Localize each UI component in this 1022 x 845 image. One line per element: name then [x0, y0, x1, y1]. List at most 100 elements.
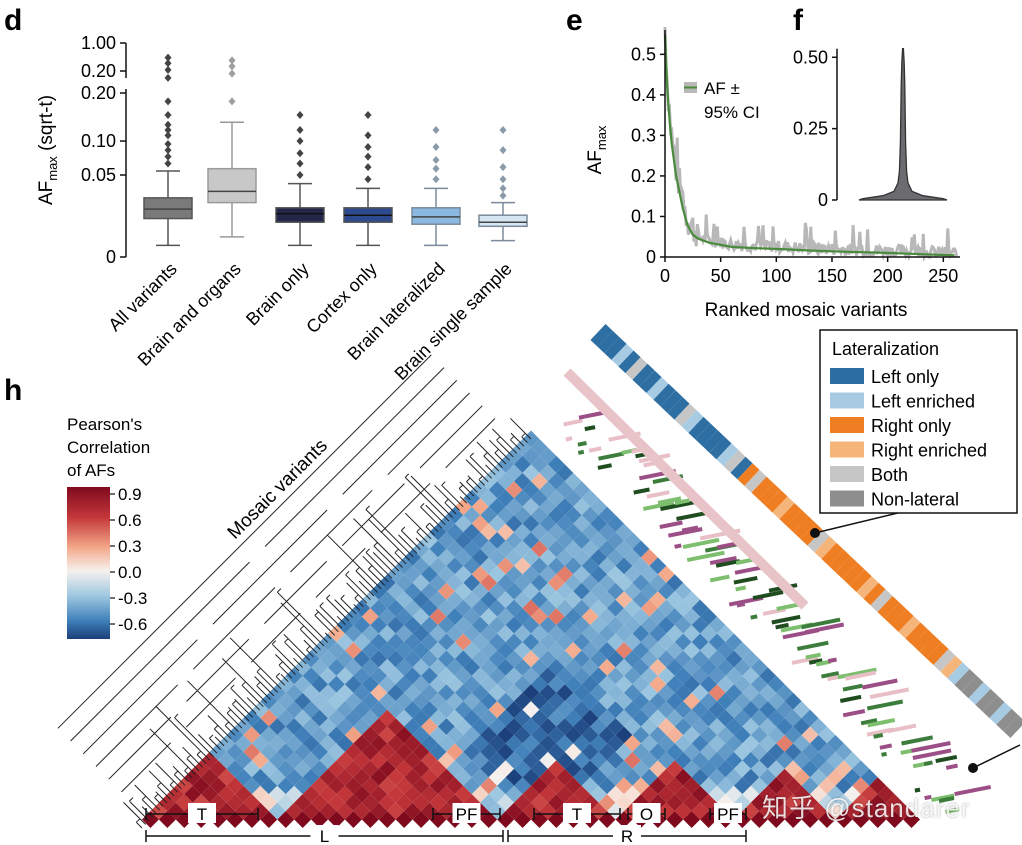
h-heatmap-cell [429, 591, 447, 609]
h-lateralization-segment [660, 390, 683, 413]
h-heatmap-cell [531, 777, 548, 795]
h-heatmap-cell [581, 709, 599, 727]
h-heatmap-cell [725, 768, 743, 786]
h-track-segment [577, 441, 587, 447]
h-subtitle: Mosaic variants [224, 435, 332, 543]
h-track-segment [801, 617, 841, 630]
h-heatmap-cell [429, 760, 447, 778]
h-track-segment [945, 763, 958, 770]
h-heatmap-cell [150, 802, 168, 820]
h-track-segment [912, 748, 952, 760]
h-heatmap-cell [302, 667, 320, 685]
h-heatmap-cell [818, 726, 836, 744]
h-heatmap-cell [387, 582, 405, 600]
h-heatmap-cell [344, 777, 362, 795]
h-heatmap-cell [463, 692, 481, 710]
h-heatmap-cell [607, 548, 625, 566]
h-heatmap-cell [319, 667, 337, 685]
h-heatmap-cell [505, 751, 523, 769]
h-heatmap-cell [700, 658, 718, 676]
h-heatmap-cell [581, 692, 599, 710]
h-heatmap-cell [674, 785, 692, 803]
h-heatmap-cell [370, 718, 388, 735]
h-track-segment [821, 671, 840, 679]
h-heatmap-cell [412, 591, 430, 609]
panel-letter-d: d [4, 4, 22, 37]
h-heatmap-cell [581, 523, 599, 541]
h-heatmap-cell [581, 743, 599, 761]
h-heatmap-cell [869, 811, 887, 828]
h-heatmap-cell [531, 455, 548, 473]
h-heatmap-cell [556, 768, 574, 786]
h-heatmap-cell [260, 743, 278, 761]
h-triangle-heatmap [142, 430, 920, 828]
h-heatmap-cell [463, 574, 481, 592]
h-heatmap-cell [666, 811, 684, 828]
h-heatmap-cell [649, 743, 667, 761]
h-heatmap-cell [378, 591, 396, 609]
h-heatmap-cell [649, 625, 667, 642]
h-lateralization-segment [709, 436, 732, 460]
e-y-tick-label: 0.2 [631, 166, 656, 186]
h-heatmap-cell [471, 582, 489, 600]
h-heatmap-cell [277, 709, 295, 727]
h-heatmap-cell [294, 811, 312, 828]
h-heatmap-cell [328, 709, 345, 727]
h-heatmap-cell [344, 675, 362, 693]
h-lateralization-segment [898, 615, 921, 639]
h-bracket-label-bg [613, 825, 641, 845]
e-x-tick-label: 200 [873, 266, 903, 286]
h-heatmap-cell [209, 743, 227, 761]
h-heatmap-cell [607, 599, 625, 617]
h-heatmap-cell [531, 743, 548, 761]
f-violin-shape [858, 48, 948, 201]
h-heatmap-cell [607, 616, 625, 634]
h-lateralization-segment [744, 469, 767, 493]
h-region-brackets: T PF T O PF L R [145, 803, 747, 845]
h-track-segment [839, 694, 862, 703]
h-heatmap-cell [412, 726, 430, 744]
h-heatmap-cell [674, 701, 692, 719]
h-heatmap-cell [260, 726, 278, 744]
h-heatmap-cell [412, 692, 430, 710]
h-heatmap-cell [581, 675, 599, 693]
h-track-segment [873, 732, 884, 739]
panel-d-boxplot: 1.00 0.200.20 0.10 0.05 0 All variantsBrain … [36, 33, 528, 384]
h-heatmap-cell [674, 599, 692, 617]
h-heatmap-cell [294, 726, 312, 744]
h-legend-swatch [830, 441, 864, 458]
h-heatmap-cell [818, 794, 836, 812]
h-heatmap-cell [158, 811, 176, 828]
h-heatmap-cell [488, 785, 506, 803]
h-heatmap-cell [531, 608, 548, 626]
d-outlier [164, 59, 172, 68]
h-heatmap-cell [776, 751, 794, 769]
h-bracket-label: L [320, 827, 329, 845]
h-heatmap-cell [370, 599, 388, 617]
h-heatmap-cell [556, 515, 574, 533]
h-heatmap-cell [437, 785, 455, 803]
h-heatmap-cell [378, 641, 396, 659]
h-heatmap-cell [260, 709, 278, 727]
h-heatmap-cell [505, 734, 523, 752]
h-heatmap-cell [370, 701, 388, 719]
h-heatmap-cell [750, 760, 768, 778]
h-heatmap-cell [531, 794, 548, 812]
h-heatmap-cell [437, 548, 455, 566]
h-legend-swatch [830, 368, 864, 384]
h-heatmap-cell [370, 633, 388, 651]
h-heatmap-cell [674, 718, 692, 735]
h-heatmap-cell [480, 489, 498, 507]
h-heatmap-cell [471, 768, 489, 786]
h-heatmap-cell [437, 667, 455, 685]
h-heatmap-cell [463, 557, 481, 575]
h-heatmap-cell [674, 684, 692, 702]
h-bracket-label: PF [717, 805, 739, 824]
h-heatmap-cell [378, 608, 396, 626]
h-heatmap-cell [328, 658, 345, 676]
h-bracket-label-bg [632, 803, 661, 823]
h-colorbar-title-2: Correlation [67, 438, 150, 457]
h-heatmap-cell [344, 692, 362, 710]
h-heatmap-cell [235, 718, 252, 735]
h-bracket-label-bg [714, 803, 742, 823]
